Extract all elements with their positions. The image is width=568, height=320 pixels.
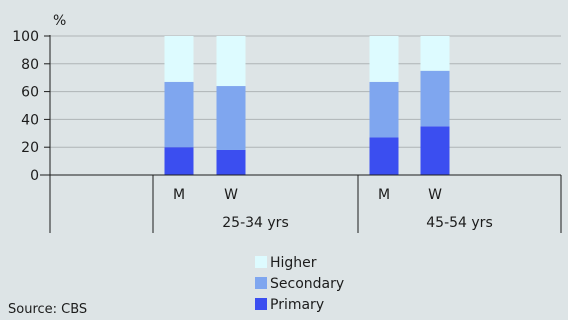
bar-segment-higher <box>164 36 194 82</box>
y-tick-label: 60 <box>21 85 39 101</box>
y-tick-label: 0 <box>30 168 39 184</box>
group-label: 45-54 yrs <box>426 215 492 231</box>
y-tick-label: 80 <box>21 57 39 73</box>
bar-segment-primary <box>164 147 194 175</box>
bar-segment-higher <box>369 36 399 82</box>
legend-label-higher: Higher <box>270 255 317 271</box>
legend-label-secondary: Secondary <box>270 276 344 292</box>
bar-segment-secondary <box>369 81 399 138</box>
bar-segment-primary <box>420 126 450 175</box>
bar-segment-secondary <box>164 81 194 148</box>
bar-label: M <box>378 187 390 203</box>
bar-segment-secondary <box>216 86 246 150</box>
y-tick-label: 100 <box>12 29 39 45</box>
bar-segment-primary <box>369 137 399 175</box>
legend-label-primary: Primary <box>270 297 324 313</box>
y-unit-label: % <box>53 13 66 29</box>
y-tick-label: 20 <box>21 140 39 156</box>
legend-swatch-higher <box>255 256 267 268</box>
bar-segment-higher <box>216 36 246 87</box>
bar-segment-primary <box>216 149 246 175</box>
bar-label: W <box>428 187 442 203</box>
bar-label: W <box>224 187 238 203</box>
legend-swatch-secondary <box>255 277 267 289</box>
source-note: Source: CBS <box>8 302 87 317</box>
bar-label: M <box>173 187 185 203</box>
group-label: 25-34 yrs <box>222 215 288 231</box>
y-tick-label: 40 <box>21 112 39 128</box>
bar-segment-higher <box>420 36 450 71</box>
bar-segment-secondary <box>420 70 450 127</box>
legend-swatch-primary <box>255 298 267 310</box>
